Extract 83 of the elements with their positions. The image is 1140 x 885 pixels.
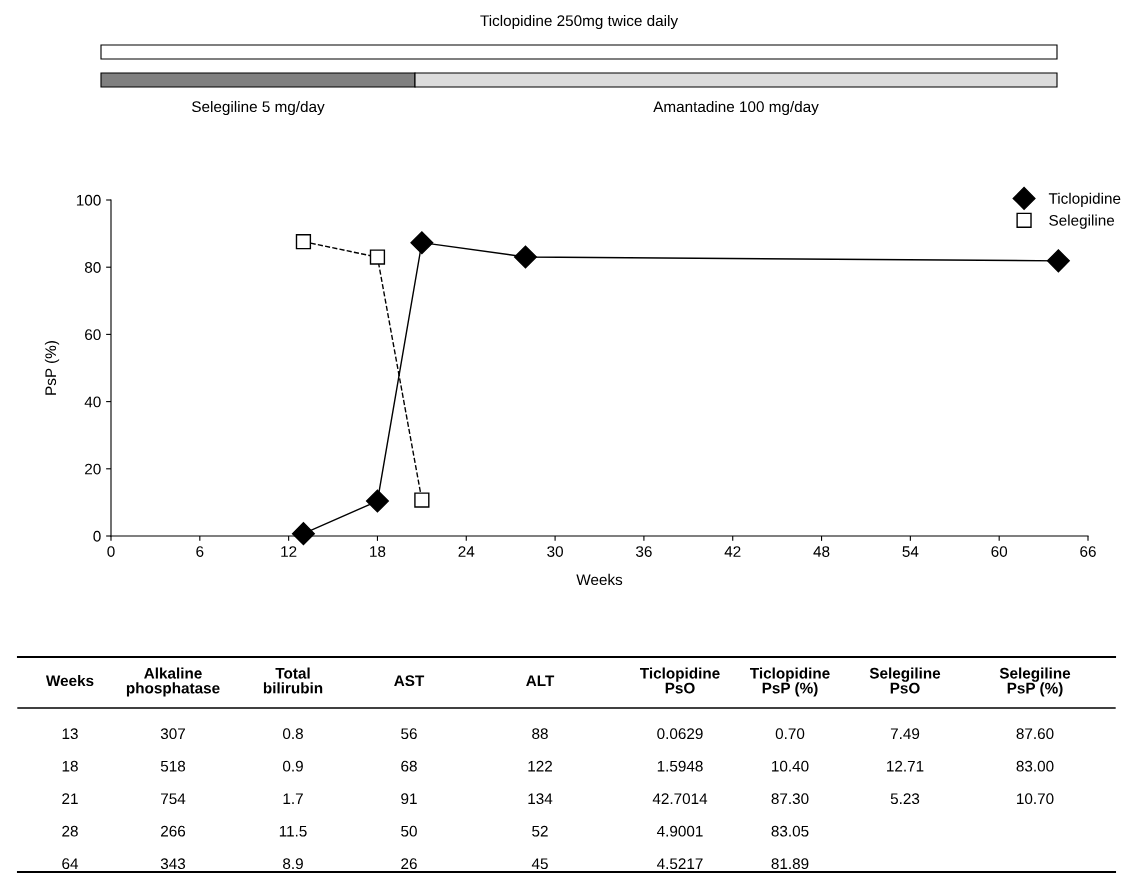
text: 0.8 <box>282 728 303 740</box>
x-tick-label: 6 <box>196 546 204 557</box>
text: 12.71 <box>887 760 924 772</box>
category-label: Alkaline phosphatase <box>126 667 220 697</box>
text: 50 <box>401 825 417 837</box>
text: 1.5948 <box>657 760 703 772</box>
x-tick-label: 42 <box>724 546 741 557</box>
x-tick-label: 0 <box>107 546 115 557</box>
point <box>513 245 537 269</box>
x-tick-label: 12 <box>281 546 297 557</box>
text: 83.00 <box>1016 760 1054 772</box>
y-tick-label: 20 <box>85 463 101 475</box>
y-axis-title: PsP (%) <box>44 341 60 395</box>
legend-label: Selegiline <box>1049 214 1115 229</box>
text: 64 <box>62 858 79 870</box>
text: 87.60 <box>1016 728 1054 740</box>
text: 754 <box>161 793 186 805</box>
text: 518 <box>160 760 186 772</box>
x-tick-label: 36 <box>636 546 652 557</box>
text: 5.23 <box>890 793 920 805</box>
x-tick-label: 18 <box>370 546 386 557</box>
point <box>365 489 389 513</box>
text: 81.89 <box>771 858 809 870</box>
text: 7.49 <box>890 728 920 740</box>
category-label: ALT <box>526 675 555 686</box>
category-label: Weeks <box>45 674 94 687</box>
text: 134 <box>528 793 553 805</box>
text: Amantadine 100 mg/day <box>653 100 819 116</box>
text: 88 <box>532 728 548 740</box>
text: 122 <box>528 760 552 772</box>
point <box>295 234 312 250</box>
text: 56 <box>401 728 417 740</box>
text: 83.05 <box>771 825 809 837</box>
y-tick-label: 60 <box>85 329 101 341</box>
x-axis-title: Weeks <box>576 573 623 586</box>
category-label: Ticlopidine PsP (%) <box>749 667 830 697</box>
text: Selegiline 5 mg/day <box>192 100 325 116</box>
x-tick-label: 24 <box>458 546 475 557</box>
legend-label: Ticlopidine <box>1048 192 1121 207</box>
text: 42.7014 <box>652 793 708 805</box>
text: 26 <box>401 858 417 870</box>
text: 87.30 <box>771 793 809 805</box>
text: 0.9 <box>282 760 303 772</box>
y-tick-label: 100 <box>76 194 101 206</box>
point <box>414 492 430 508</box>
text: 343 <box>160 858 186 870</box>
point <box>291 522 315 546</box>
text: 18 <box>62 760 78 772</box>
text: 21 <box>62 793 78 804</box>
text: 4.5217 <box>656 858 703 870</box>
x-tick-label: 30 <box>547 546 563 557</box>
x-tick-label: 48 <box>813 546 830 557</box>
text: 13 <box>62 728 78 740</box>
category-label: Ticlopidine PsO <box>639 667 720 694</box>
text: 45 <box>531 858 548 870</box>
text: 1.7 <box>283 793 303 804</box>
category-label: Selegiline PsP (%) <box>999 667 1071 697</box>
category-label: Total bilirubin <box>263 667 323 694</box>
category-label: AST <box>394 675 425 687</box>
text: 0.0629 <box>657 728 703 740</box>
text: 10.40 <box>772 760 809 772</box>
text: 11.5 <box>279 825 307 837</box>
text: 52 <box>532 825 548 837</box>
text: 28 <box>62 825 78 837</box>
point <box>410 231 434 255</box>
text: 10.70 <box>1017 793 1054 805</box>
text: 8.9 <box>283 858 303 870</box>
text: 307 <box>160 728 185 740</box>
x-tick-label: 54 <box>902 546 919 557</box>
text: 91 <box>401 793 417 805</box>
y-tick-label: 0 <box>93 530 101 542</box>
x-tick-label: 60 <box>991 546 1008 557</box>
y-tick-label: 80 <box>84 262 101 273</box>
text: 0.70 <box>775 728 805 740</box>
point <box>1046 249 1070 273</box>
text: Ticlopidine 250mg twice daily <box>480 14 679 30</box>
text: 266 <box>161 825 186 837</box>
text: 68 <box>401 760 417 772</box>
y-tick-label: 40 <box>84 396 101 408</box>
text: 4.9001 <box>656 825 703 837</box>
x-tick-label: 66 <box>1080 546 1096 557</box>
category-label: Selegiline PsO <box>869 667 941 694</box>
point <box>369 249 386 265</box>
